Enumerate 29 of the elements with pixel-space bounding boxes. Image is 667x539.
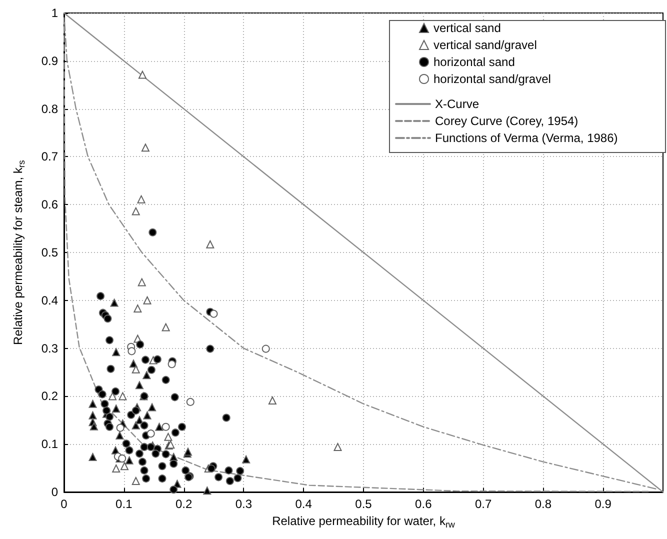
x-tick-label: 0.8 (534, 497, 552, 511)
y-tick-label: 0.2 (41, 389, 58, 404)
legend-label: Functions of Verma (Verma, 1986) (435, 131, 618, 145)
x-tick-label: 0.7 (474, 497, 492, 511)
y-tick-label: 0.7 (41, 150, 58, 164)
y-tick-label: 0.1 (41, 437, 58, 452)
y-tick-label: 0.5 (41, 246, 58, 260)
legend-label: horizontal sand (434, 55, 515, 69)
x-tick-label: 0 (60, 497, 68, 511)
legend-label: vertical sand/gravel (434, 38, 537, 52)
y-tick-label: 1 (51, 6, 58, 20)
x-tick-label: 0.2 (175, 497, 192, 511)
legend-label: horizontal sand/gravel (434, 72, 551, 86)
x-tick-label: 0.5 (355, 497, 372, 511)
x-tick-label: 0.6 (415, 497, 432, 511)
legend-label: vertical sand (434, 21, 501, 35)
legend-label: Corey Curve (Corey, 1954) (435, 114, 578, 128)
y-tick-label: 0 (51, 485, 58, 499)
y-tick-label: 0.6 (41, 198, 58, 212)
y-tick-label: 0.8 (41, 102, 58, 116)
x-tick-label: 0.4 (295, 497, 312, 511)
y-tick-label: 0.4 (41, 293, 58, 308)
y-tick-label: 0.3 (41, 341, 58, 356)
x-tick-label: 0.1 (116, 497, 133, 511)
legend-label: X-Curve (435, 97, 480, 111)
y-tick-label: 0.9 (41, 54, 58, 68)
y-axis-title: Relative permeability for steam, krs (11, 160, 26, 345)
x-tick-label: 0.9 (594, 497, 612, 511)
x-tick-label: 0.3 (235, 497, 252, 511)
